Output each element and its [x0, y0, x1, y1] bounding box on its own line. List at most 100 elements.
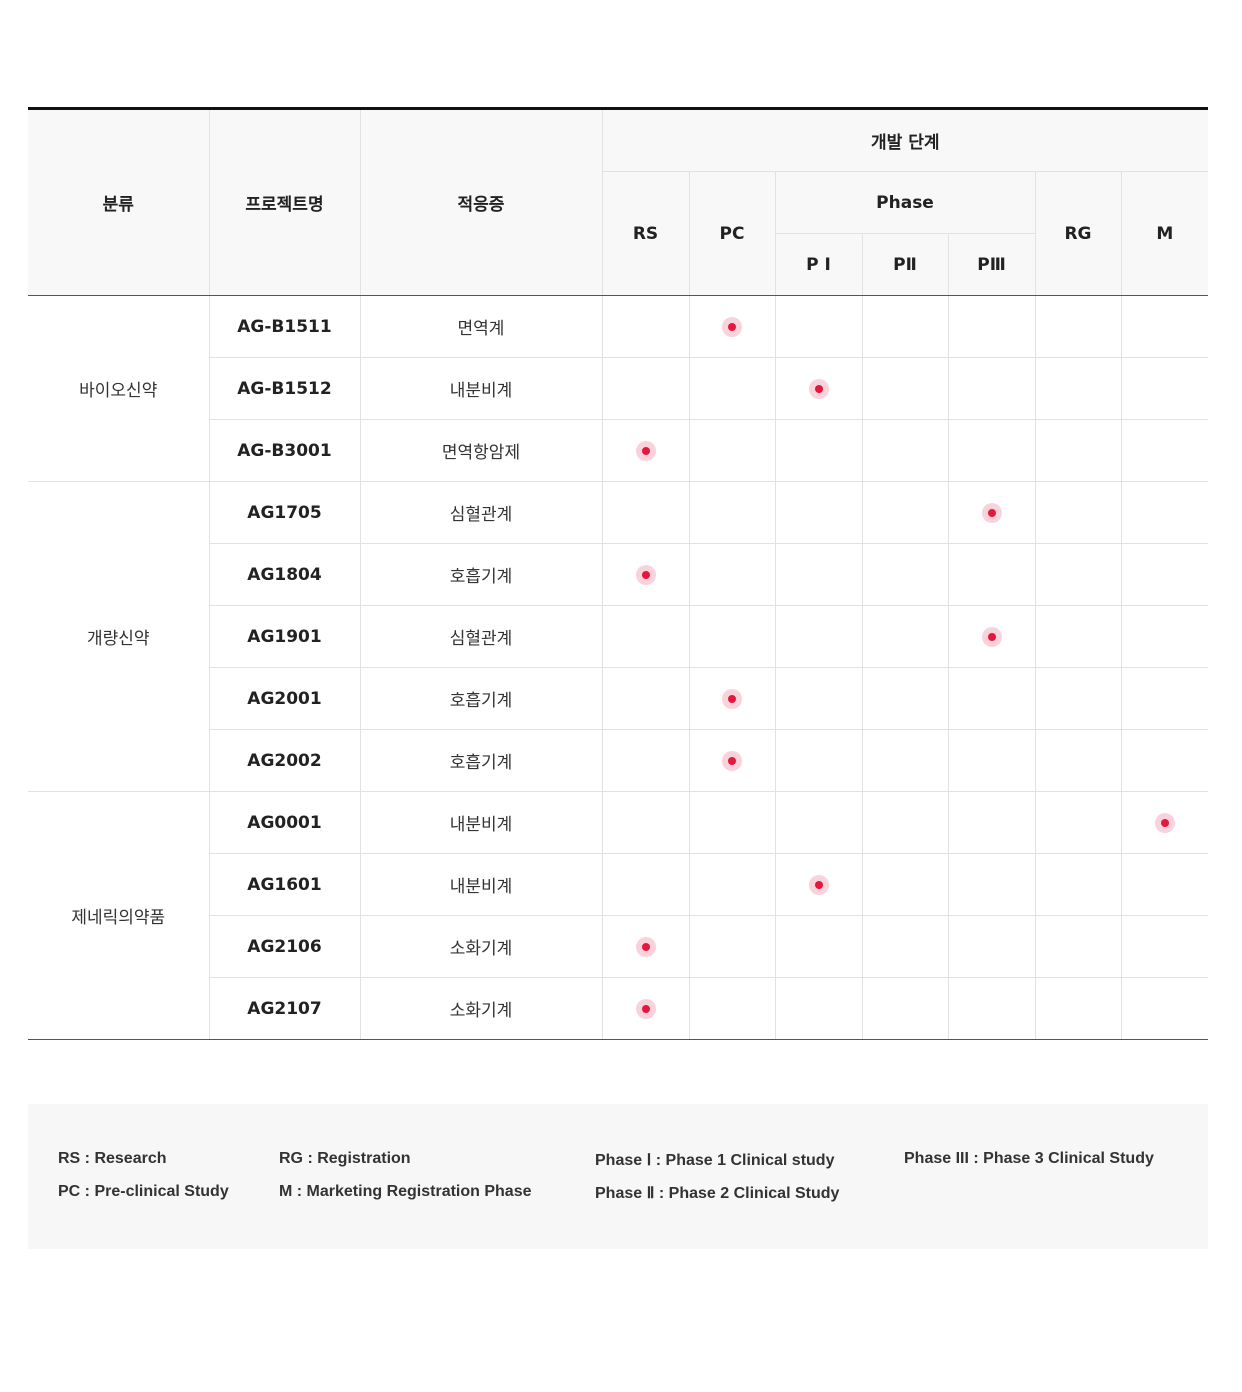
- stage-marker-icon: [981, 626, 1002, 647]
- stage-cell-p2: [861, 915, 949, 978]
- stage-cell-m: [1120, 543, 1209, 606]
- table-row: AG-B3001 면역항암제: [28, 419, 1209, 482]
- legend-phase2: Phase Ⅱ : Phase 2 Clinical Study: [595, 1185, 840, 1202]
- project-code: AG-B1512: [209, 357, 361, 420]
- stage-cell-p2: [861, 853, 949, 916]
- stage-cell-rg: [1034, 977, 1122, 1040]
- indication-cell: 호흡기계: [359, 667, 603, 730]
- header-rs: RS: [602, 171, 690, 296]
- table-row: AG2107 소화기계: [28, 977, 1209, 1040]
- stage-cell-p3: [947, 853, 1036, 916]
- indication-cell: 내분비계: [359, 791, 603, 854]
- header-p2: PⅡ: [861, 233, 949, 296]
- header-development-stage: 개발 단계: [601, 108, 1209, 172]
- stage-cell-rs: [601, 729, 690, 792]
- stage-cell-pc: [688, 915, 776, 978]
- stage-cell-rs: [601, 357, 690, 420]
- stage-cell-rg: [1034, 481, 1122, 544]
- stage-cell-pc: [688, 791, 776, 854]
- stage-cell-p3: [947, 481, 1036, 544]
- header-rg: RG: [1034, 171, 1122, 296]
- legend-pc: PC : Pre-clinical Study: [58, 1183, 229, 1200]
- stage-cell-rs: [601, 915, 690, 978]
- stage-cell-rs: [601, 295, 690, 358]
- stage-cell-p2: [861, 295, 949, 358]
- stage-cell-m: [1120, 295, 1209, 358]
- stage-cell-pc: [688, 853, 776, 916]
- stage-marker-icon: [808, 874, 829, 895]
- project-code: AG2001: [209, 667, 361, 730]
- stage-cell-p1: [774, 543, 863, 606]
- stage-cell-pc: [688, 729, 776, 792]
- table-header: 분류 프로젝트명 적응증 개발 단계 RS PC Phase RG M P Ⅰ …: [28, 108, 1209, 296]
- indication-cell: 내분비계: [359, 853, 603, 916]
- stage-cell-rg: [1034, 729, 1122, 792]
- header-indication: 적응증: [359, 108, 603, 296]
- header-p1: P Ⅰ: [775, 233, 863, 296]
- table-row: 제네릭의약품 AG0001 내분비계: [28, 791, 1209, 1040]
- stage-cell-p2: [861, 357, 949, 420]
- stage-cell-p2: [861, 667, 949, 730]
- stage-cell-rg: [1034, 791, 1122, 854]
- legend-m: M : Marketing Registration Phase: [279, 1183, 532, 1200]
- indication-cell: 소화기계: [359, 915, 603, 978]
- stage-cell-m: [1120, 791, 1209, 854]
- stage-cell-pc: [688, 481, 776, 544]
- stage-marker-icon: [981, 502, 1002, 523]
- stage-cell-p1: [774, 791, 863, 854]
- project-code: AG-B3001: [209, 419, 361, 482]
- stage-cell-p1: [774, 667, 863, 730]
- stage-cell-p1: [774, 605, 863, 668]
- indication-cell: 심혈관계: [359, 481, 603, 544]
- project-code: AG0001: [208, 791, 361, 854]
- header-category: 분류: [28, 108, 210, 296]
- table-row: AG2106 소화기계: [28, 915, 1209, 978]
- indication-cell: 내분비계: [359, 357, 603, 420]
- legend-rs: RS : Research: [58, 1150, 167, 1167]
- stage-cell-p1: [774, 915, 863, 978]
- stage-cell-p2: [861, 791, 949, 854]
- stage-cell-rs: [601, 791, 690, 854]
- stage-marker-icon: [1154, 812, 1175, 833]
- stage-cell-p2: [861, 605, 949, 668]
- stage-cell-rs: [601, 853, 690, 916]
- table-row: AG2002 호흡기계: [28, 729, 1209, 792]
- indication-cell: 심혈관계: [359, 605, 603, 668]
- stage-marker-icon: [808, 378, 829, 399]
- stage-cell-m: [1120, 853, 1209, 916]
- project-code: AG1804: [209, 543, 361, 606]
- stage-cell-p1: [774, 295, 863, 358]
- header-p3: PⅢ: [947, 233, 1035, 296]
- header-project: 프로젝트명: [208, 108, 361, 296]
- stage-cell-m: [1120, 419, 1209, 482]
- project-code: AG-B1511: [208, 295, 361, 358]
- stage-cell-p2: [861, 481, 949, 544]
- stage-marker-icon: [635, 564, 656, 585]
- stage-cell-pc: [688, 295, 776, 358]
- stage-cell-p3: [947, 543, 1036, 606]
- stage-cell-rg: [1034, 357, 1122, 420]
- stage-cell-p1: [774, 977, 863, 1040]
- stage-cell-m: [1120, 729, 1209, 792]
- legend-phase1: Phase Ⅰ : Phase 1 Clinical study: [595, 1152, 835, 1169]
- stage-cell-rg: [1034, 605, 1122, 668]
- indication-cell: 면역계: [359, 295, 603, 358]
- stage-cell-rg: [1034, 419, 1122, 482]
- project-code: AG1901: [209, 605, 361, 668]
- pipeline-table: 분류 프로젝트명 적응증 개발 단계 RS PC Phase RG M P Ⅰ …: [28, 107, 1209, 1040]
- indication-cell: 면역항암제: [359, 419, 603, 482]
- project-code: AG2002: [209, 729, 361, 792]
- stage-cell-pc: [688, 543, 776, 606]
- stage-cell-rg: [1034, 543, 1122, 606]
- stage-cell-p3: [947, 667, 1036, 730]
- table-row: AG1601 내분비계: [28, 853, 1209, 916]
- indication-cell: 호흡기계: [359, 543, 603, 606]
- project-code: AG2107: [209, 977, 361, 1040]
- stage-cell-p1: [774, 729, 863, 792]
- project-code: AG1601: [209, 853, 361, 916]
- table-row: 개량신약 AG1705 심혈관계: [28, 481, 1209, 792]
- category-cell: 바이오신약: [28, 295, 210, 482]
- stage-cell-rs: [601, 977, 690, 1040]
- stage-cell-m: [1120, 977, 1209, 1040]
- stage-cell-m: [1120, 481, 1209, 544]
